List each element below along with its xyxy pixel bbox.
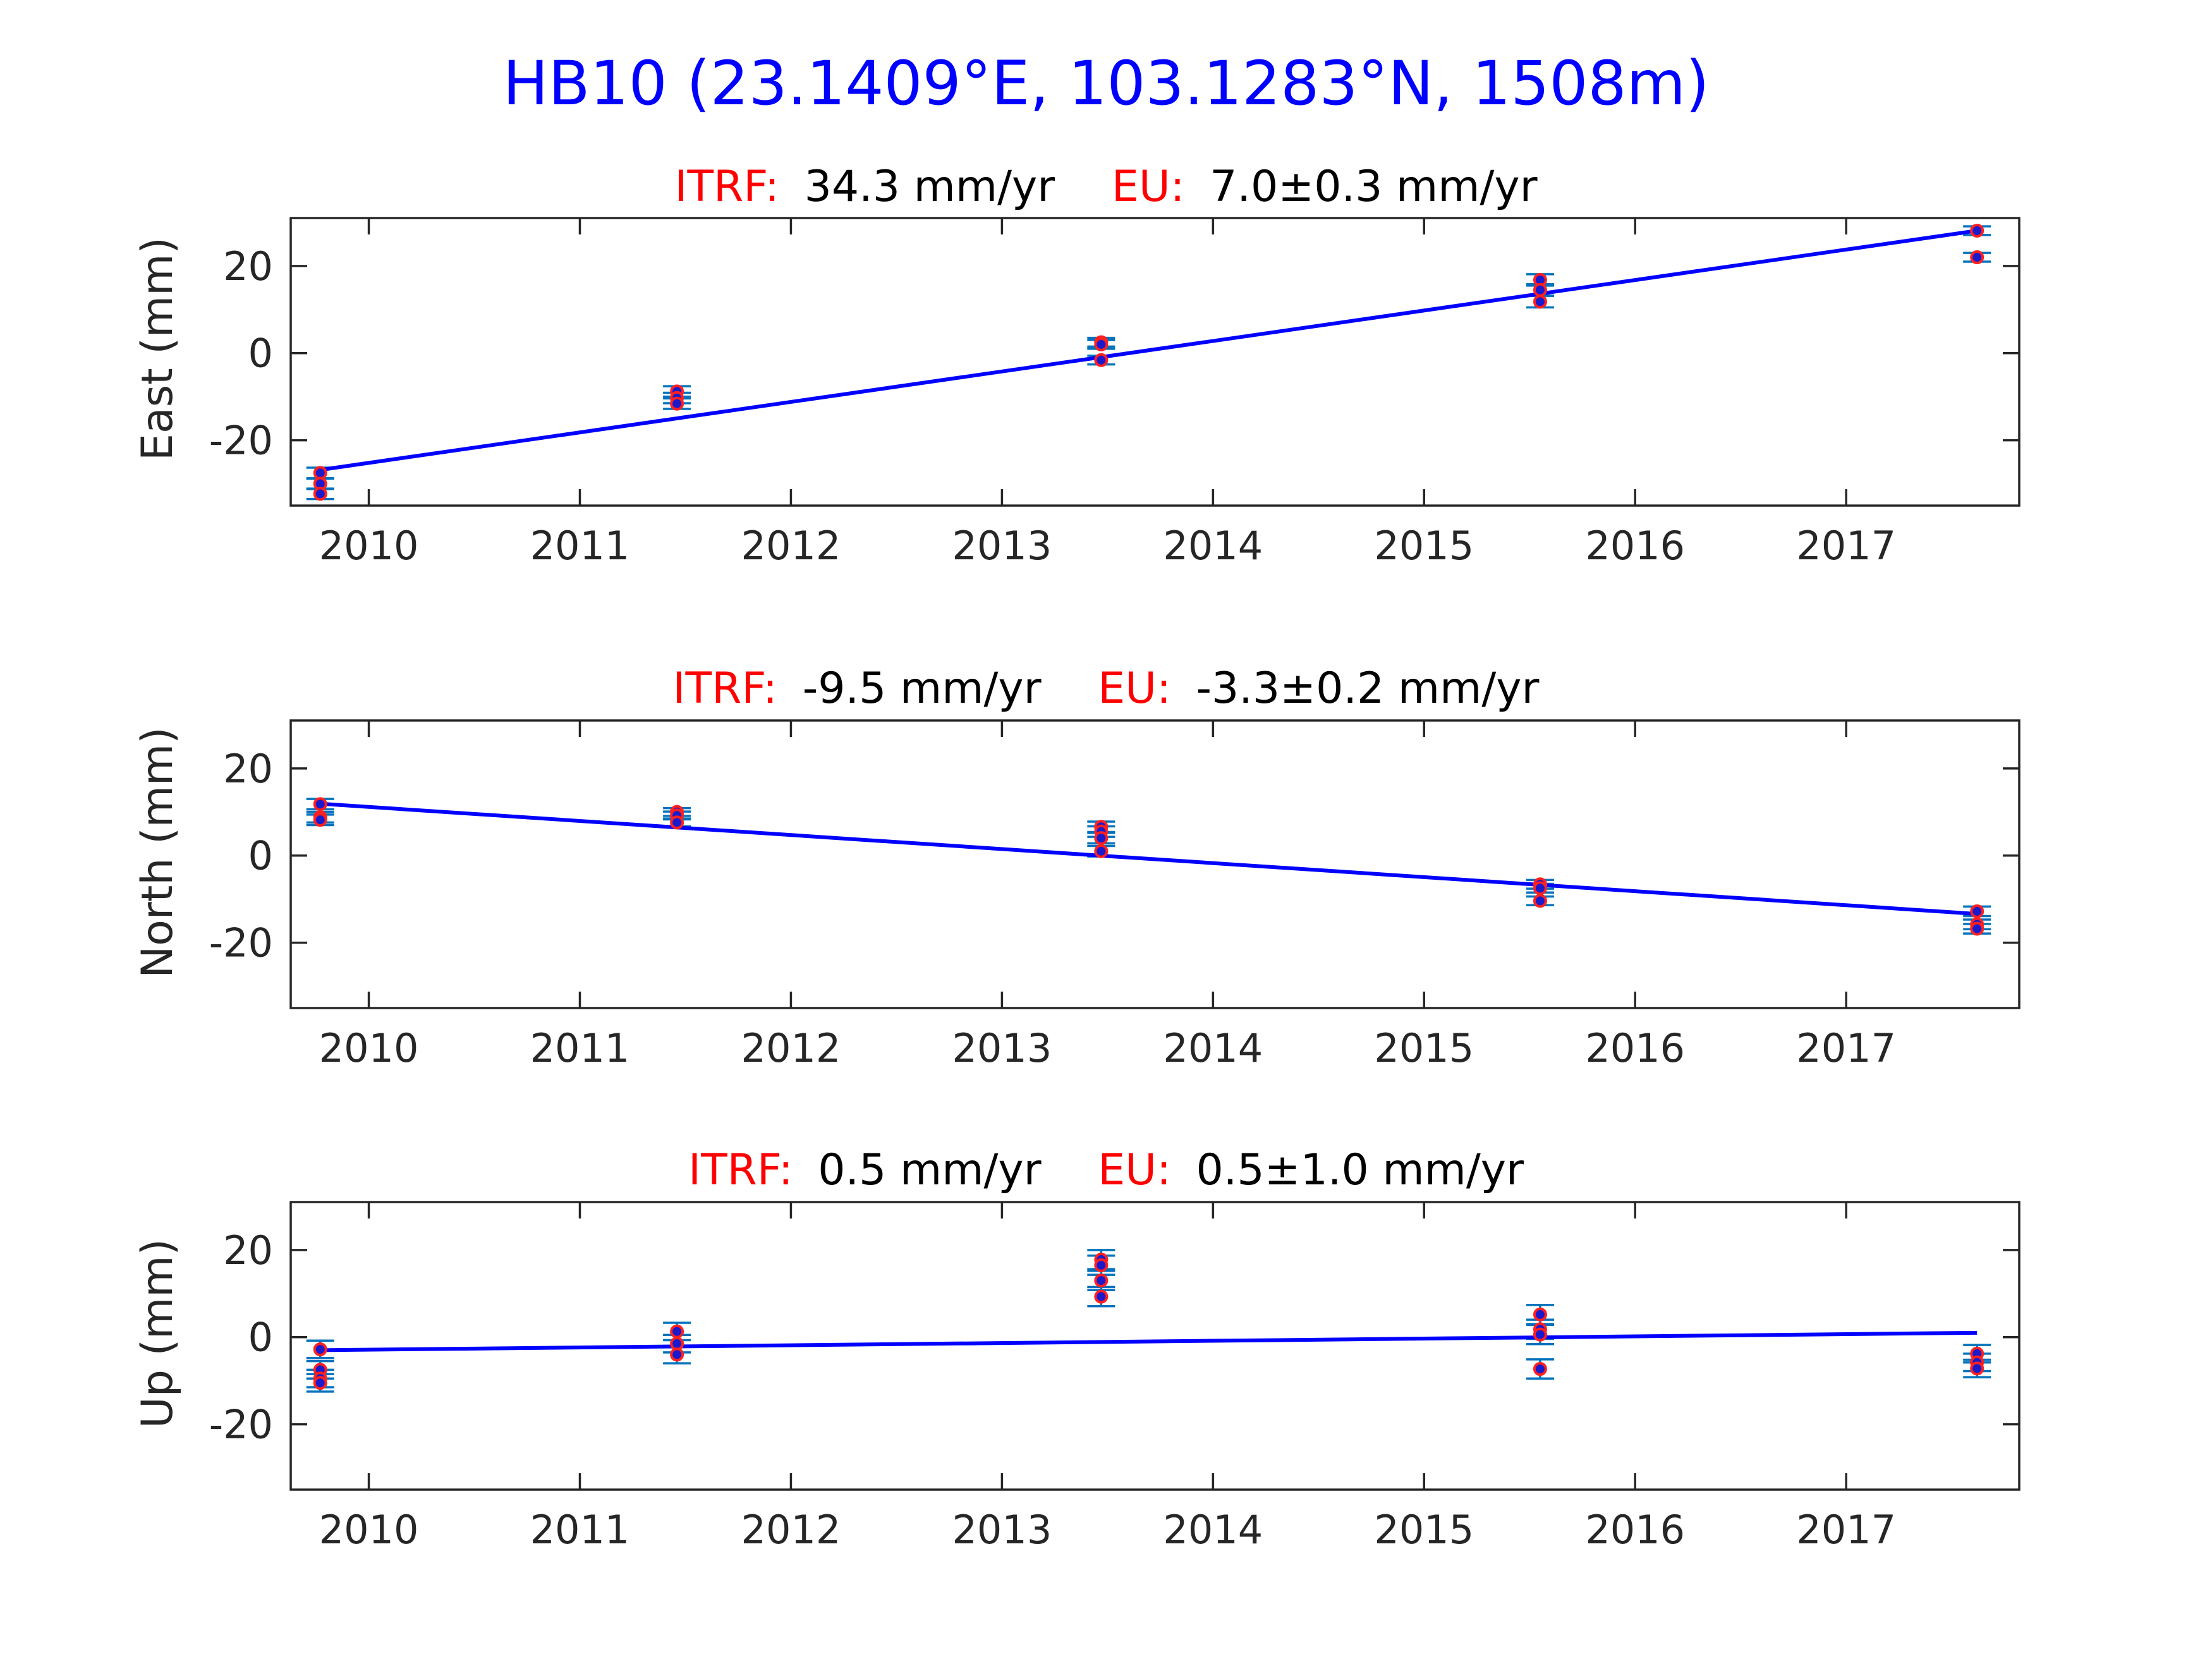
north-ytick-label: 20	[223, 746, 273, 792]
up-data-point	[1094, 1258, 1109, 1272]
east-data-point	[1533, 283, 1547, 297]
up-data-point	[1094, 1273, 1109, 1288]
north-ytick-label: -20	[209, 920, 273, 966]
east-data-point	[1094, 353, 1109, 367]
north-eu-value: -3.3±0.2 mm/yr	[1196, 664, 1540, 714]
east-xtick-label: 2014	[1163, 523, 1263, 569]
up-data-point	[1533, 1327, 1547, 1342]
up-xtick-label: 2010	[319, 1507, 419, 1553]
up-eu-value: 0.5±1.0 mm/yr	[1196, 1145, 1524, 1195]
up-panel-title: ITRF: 0.5 mm/yr EU: 0.5±1.0 mm/yr	[688, 1145, 1524, 1195]
up-axes-box	[289, 1201, 2021, 1491]
north-data-point	[1533, 881, 1547, 896]
east-axes-box	[289, 217, 2021, 507]
east-xtick-label: 2015	[1374, 523, 1474, 569]
north-data-point	[1970, 904, 1984, 918]
east-ytick-label: 0	[248, 331, 273, 377]
north-itrf-value: -9.5 mm/yr	[803, 664, 1042, 714]
north-xtick-label: 2017	[1796, 1025, 1896, 1071]
east-eu-label: EU:	[1112, 162, 1185, 212]
north-data-point	[1094, 844, 1109, 858]
east-ytick-label: 20	[223, 243, 273, 289]
up-data-point	[1094, 1289, 1109, 1304]
east-data-point	[1970, 250, 1984, 265]
north-xtick-label: 2010	[319, 1025, 419, 1071]
east-data-point	[1094, 337, 1109, 351]
north-fit-line	[320, 801, 1978, 916]
up-itrf-value: 0.5 mm/yr	[818, 1145, 1041, 1195]
east-data-point	[670, 396, 684, 411]
up-xtick-label: 2015	[1374, 1507, 1474, 1553]
north-xtick-label: 2014	[1163, 1025, 1263, 1071]
east-ylabel: East (mm)	[133, 237, 183, 461]
up-eu-label: EU:	[1098, 1145, 1171, 1195]
up-ytick-label: -20	[209, 1402, 273, 1448]
north-xtick-label: 2015	[1374, 1025, 1474, 1071]
east-panel-title: ITRF: 34.3 mm/yr EU: 7.0±0.3 mm/yr	[674, 162, 1537, 212]
east-data-point	[313, 487, 327, 501]
east-xtick-label: 2012	[741, 523, 841, 569]
north-data-point	[670, 815, 684, 830]
east-xtick-label: 2010	[319, 523, 419, 569]
north-itrf-label: ITRF:	[672, 664, 777, 714]
up-panel: ITRF: 0.5 mm/yr EU: 0.5±1.0 mm/yr Up (mm…	[133, 1145, 2021, 1553]
up-ytick-label: 0	[248, 1315, 273, 1361]
up-data-point	[1533, 1307, 1547, 1322]
north-axes-box	[289, 719, 2021, 1009]
up-xtick-label: 2012	[741, 1507, 841, 1553]
up-ytick-label: 20	[223, 1227, 273, 1273]
north-xtick-label: 2012	[741, 1025, 841, 1071]
east-data-point	[1970, 223, 1984, 238]
figure-title: HB10 (23.1409°E, 103.1283°N, 1508m)	[502, 48, 1709, 119]
east-itrf-value: 34.3 mm/yr	[805, 162, 1055, 212]
up-data-point	[670, 1324, 684, 1339]
north-xtick-label: 2016	[1585, 1025, 1685, 1071]
up-data-point	[1533, 1362, 1547, 1376]
up-data-point	[313, 1376, 327, 1390]
east-xtick-label: 2011	[530, 523, 630, 569]
north-ylabel: North (mm)	[133, 727, 183, 978]
east-eu-value: 7.0±0.3 mm/yr	[1210, 162, 1538, 212]
east-xtick-label: 2016	[1585, 523, 1685, 569]
north-data-point	[1533, 894, 1547, 908]
north-data-point	[313, 797, 327, 811]
north-data-point	[313, 813, 327, 827]
east-panel: ITRF: 34.3 mm/yr EU: 7.0±0.3 mm/yr East …	[133, 162, 2021, 569]
up-xtick-label: 2016	[1585, 1507, 1685, 1553]
east-data-point	[1533, 295, 1547, 309]
north-xtick-label: 2011	[530, 1025, 630, 1071]
north-panel-title: ITRF: -9.5 mm/yr EU: -3.3±0.2 mm/yr	[672, 664, 1539, 714]
north-data-point	[1094, 831, 1109, 846]
up-xtick-label: 2011	[530, 1507, 630, 1553]
east-itrf-label: ITRF:	[674, 162, 779, 212]
up-fit-line	[320, 1330, 1978, 1352]
up-xtick-label: 2014	[1163, 1507, 1263, 1553]
up-itrf-label: ITRF:	[688, 1145, 793, 1195]
north-data-point	[1970, 921, 1984, 936]
north-panel: ITRF: -9.5 mm/yr EU: -3.3±0.2 mm/yr Nort…	[133, 664, 2021, 1071]
east-ytick-label: -20	[209, 418, 273, 464]
east-xtick-label: 2013	[952, 523, 1052, 569]
up-data-point	[1970, 1361, 1984, 1376]
up-data-point	[670, 1347, 684, 1362]
east-fit-line	[320, 229, 1978, 472]
north-eu-label: EU:	[1098, 664, 1171, 714]
east-xtick-label: 2017	[1796, 523, 1896, 569]
up-data-point	[313, 1342, 327, 1357]
north-ytick-label: 0	[248, 833, 273, 879]
up-xtick-label: 2017	[1796, 1507, 1896, 1553]
north-xtick-label: 2013	[952, 1025, 1052, 1071]
up-xtick-label: 2013	[952, 1507, 1052, 1553]
up-ylabel: Up (mm)	[133, 1239, 183, 1428]
